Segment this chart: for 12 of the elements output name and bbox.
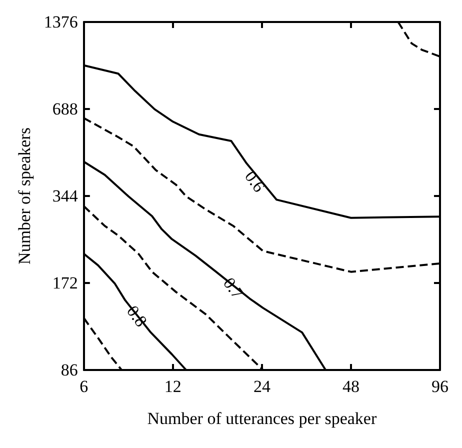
y-tick-label: 688 (52, 100, 78, 118)
x-tick-label: 48 (342, 377, 360, 396)
x-axis-title: Number of utterances per speaker (147, 409, 377, 428)
x-tick-label: 96 (432, 377, 448, 396)
x-tick-label: 24 (253, 377, 271, 396)
y-tick-label: 172 (52, 274, 78, 292)
y-tick-label: 1376 (44, 12, 78, 32)
y-axis-title: Number of speakers (15, 128, 34, 264)
y-tick-label: 86 (60, 360, 78, 380)
y-tick-label: 344 (52, 186, 78, 206)
x-tick-label: 12 (164, 377, 182, 396)
x-tick-label: 6 (80, 377, 88, 396)
